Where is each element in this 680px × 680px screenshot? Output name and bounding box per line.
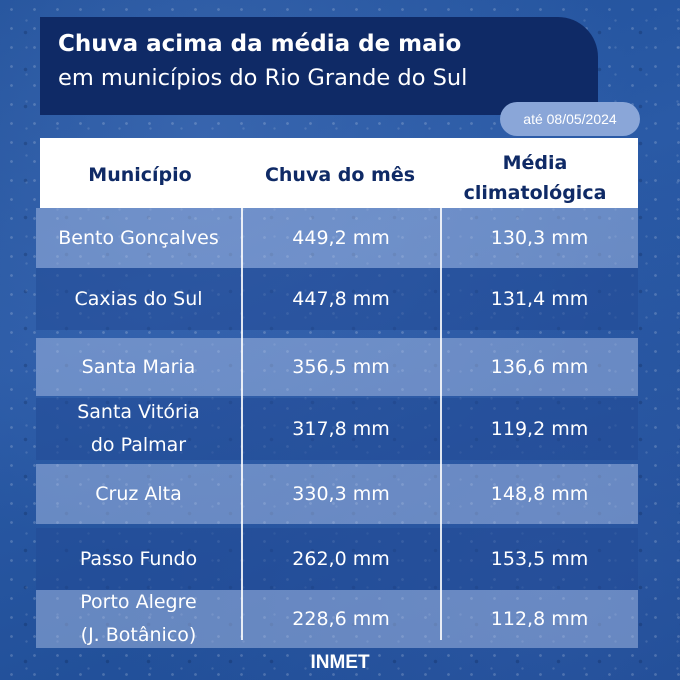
table-row: Caxias do Sul 447,8 mm 131,4 mm — [36, 268, 638, 330]
cell-municipio: Caxias do Sul — [36, 268, 241, 330]
column-header-chuva: Chuva do mês — [264, 164, 416, 186]
cell-municipio: Passo Fundo — [36, 528, 241, 590]
table-row: Cruz Alta 330,3 mm 148,8 mm — [36, 464, 638, 524]
municipio-label: Cruz Alta — [95, 482, 182, 505]
table-row: Porto Alegre (J. Botânico) 228,6 mm 112,8 m… — [36, 590, 638, 648]
page-subtitle: em municípios do Rio Grande do Sul — [58, 65, 468, 91]
municipio-label: Bento Gonçalves — [58, 226, 219, 249]
cell-media: 153,5 mm — [490, 548, 589, 570]
municipio-label: Santa Vitória do Palmar — [77, 401, 200, 456]
municipio-label: Porto Alegre (J. Botânico) — [80, 591, 197, 646]
table-row: Passo Fundo 262,0 mm 153,5 mm — [36, 528, 638, 590]
cell-municipio: Santa Maria — [36, 338, 241, 396]
cell-media: 130,3 mm — [490, 227, 589, 249]
cell-media: 131,4 mm — [490, 288, 589, 310]
cell-municipio: Santa Vitória do Palmar — [36, 398, 241, 460]
municipio-label: Caxias do Sul — [74, 287, 203, 310]
cell-municipio: Bento Gonçalves — [36, 208, 241, 268]
date-badge: até 08/05/2024 — [500, 102, 640, 136]
cell-chuva: 449,2 mm — [292, 227, 390, 249]
cell-media: 136,6 mm — [490, 356, 589, 378]
table-header: Município Chuva do mês Média climatológic… — [40, 138, 638, 208]
municipio-label: Passo Fundo — [79, 547, 198, 570]
cell-chuva: 447,8 mm — [292, 288, 390, 310]
cell-chuva: 330,3 mm — [292, 483, 390, 505]
cell-media: 119,2 mm — [490, 418, 589, 440]
cell-chuva: 356,5 mm — [292, 356, 390, 378]
cell-municipio: Porto Alegre (J. Botânico) — [36, 590, 241, 648]
column-header-media-line: Média — [502, 152, 568, 174]
cell-chuva: 317,8 mm — [292, 418, 390, 440]
column-header-media-line: climatológica — [463, 182, 607, 204]
cell-municipio: Cruz Alta — [36, 464, 241, 524]
table-row: Santa Vitória do Palmar 317,8 mm 119,2 mm — [36, 398, 638, 460]
page-title: Chuva acima da média de maio — [58, 31, 462, 57]
cell-chuva: 228,6 mm — [292, 608, 390, 630]
source-label: INMET — [310, 652, 370, 673]
cell-media: 112,8 mm — [490, 608, 589, 630]
column-divider — [440, 208, 442, 640]
cell-media: 148,8 mm — [490, 483, 589, 505]
column-header-municipio: Município — [88, 164, 192, 186]
title-banner: Chuva acima da média de maio em municípi… — [40, 17, 598, 115]
table-row: Bento Gonçalves 449,2 mm 130,3 mm — [36, 208, 638, 268]
municipio-label: Santa Maria — [81, 355, 196, 378]
cell-chuva: 262,0 mm — [292, 548, 390, 570]
table-row: Santa Maria 356,5 mm 136,6 mm — [36, 338, 638, 396]
column-divider — [241, 208, 243, 640]
column-header-media: Média climatológica — [435, 148, 635, 208]
